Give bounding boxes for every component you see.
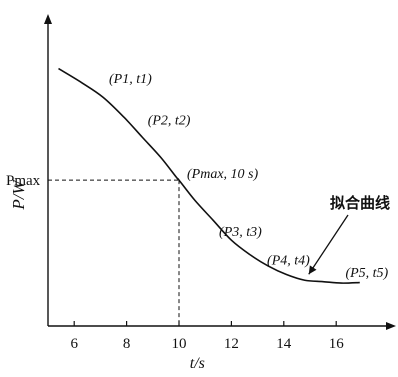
point-label: (Pmax, 10 s): [187, 167, 258, 182]
x-axis-arrowhead: [386, 322, 396, 330]
y-axis-label: P/W: [9, 179, 28, 211]
annotation-arrow-line: [308, 214, 349, 275]
y-pmax-label: Pmax: [6, 173, 41, 189]
point-label-group: (P1, t1) (P2, t2) (Pmax, 10 s) (P3, t3) (P4,…: [109, 72, 389, 281]
point-label: (P4, t4): [267, 254, 310, 269]
point-label: (P1, t1): [109, 72, 152, 87]
y-axis: [44, 14, 52, 326]
dashed-guide-group: [48, 179, 180, 326]
x-tick-label: 8: [123, 336, 131, 352]
x-tick-label: 6: [70, 336, 78, 352]
annotation-group: 拟合曲线: [308, 194, 390, 275]
x-tick-label: 12: [224, 336, 239, 352]
x-axis-label: t/s: [190, 355, 205, 372]
x-tick-label: 10: [172, 336, 187, 352]
point-label: (P3, t3): [219, 225, 262, 240]
fitted-curve-line: [58, 67, 360, 284]
fitted-curve-group: [58, 67, 360, 284]
x-tick-label: 14: [276, 336, 292, 352]
annotation-arrowhead: [308, 265, 317, 275]
x-axis: [48, 322, 396, 330]
point-label: (P5, t5): [345, 266, 388, 281]
fitted-curve-annotation: 拟合曲线: [330, 194, 390, 212]
x-tick-label: 16: [329, 336, 345, 352]
point-label: (P2, t2): [148, 113, 191, 128]
y-axis-arrowhead: [44, 14, 52, 24]
